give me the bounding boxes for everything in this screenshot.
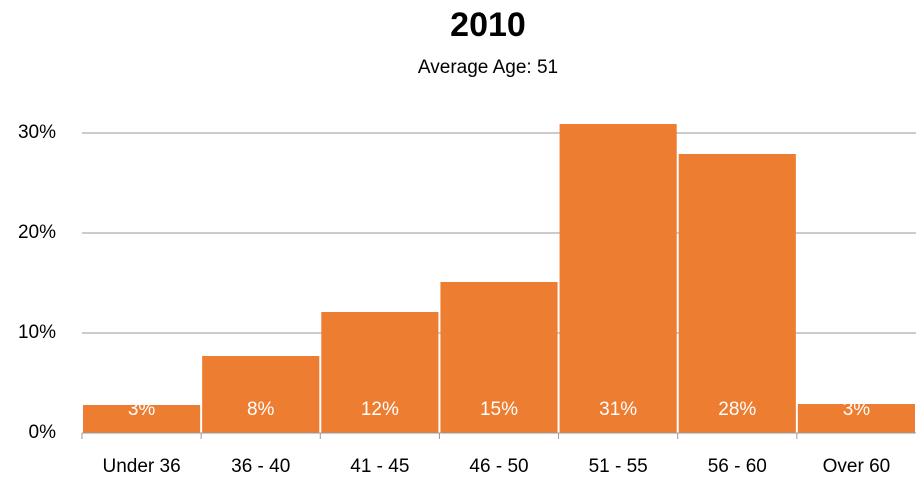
bar xyxy=(83,405,201,433)
bar xyxy=(202,356,320,433)
data-label: 31% xyxy=(599,399,637,420)
bar xyxy=(321,312,439,433)
x-tick-label: Over 60 xyxy=(823,456,891,477)
y-tick-label: 10% xyxy=(18,322,56,343)
data-label: 12% xyxy=(361,399,399,420)
chart-subtitle: Average Age: 51 xyxy=(418,57,558,78)
bar xyxy=(797,404,915,433)
bar xyxy=(559,124,677,433)
y-tick-label: 20% xyxy=(18,222,56,243)
y-tick-label: 30% xyxy=(18,122,56,143)
x-tick-label: 56 - 60 xyxy=(708,456,767,477)
chart-title: 2010 xyxy=(450,6,526,44)
x-tick-label: Under 36 xyxy=(102,456,180,477)
x-tick-label: 46 - 50 xyxy=(469,456,528,477)
data-label: 15% xyxy=(480,399,518,420)
data-label: 28% xyxy=(718,399,756,420)
data-label: 8% xyxy=(247,399,275,420)
x-tick-label: 51 - 55 xyxy=(589,456,648,477)
x-tick-label: 36 - 40 xyxy=(231,456,290,477)
bar xyxy=(440,282,558,433)
bar xyxy=(678,154,796,433)
x-tick-label: 41 - 45 xyxy=(350,456,409,477)
y-tick-label: 0% xyxy=(29,422,57,443)
data-label: 3% xyxy=(843,399,871,420)
data-label: 3% xyxy=(128,399,156,420)
